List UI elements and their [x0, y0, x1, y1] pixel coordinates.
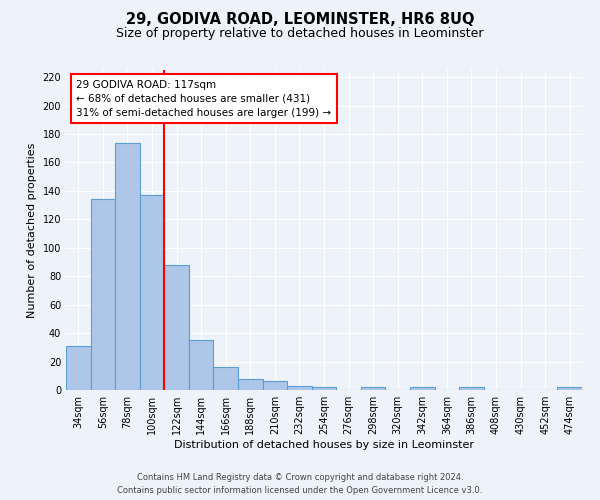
Bar [164, 265, 189, 390]
Text: Contains HM Land Registry data © Crown copyright and database right 2024.
Contai: Contains HM Land Registry data © Crown c… [118, 473, 482, 495]
Bar [263, 382, 287, 390]
Bar [214, 367, 238, 390]
Bar [459, 387, 484, 390]
Bar [115, 142, 140, 390]
Bar [361, 387, 385, 390]
Bar [557, 387, 582, 390]
Text: 29, GODIVA ROAD, LEOMINSTER, HR6 8UQ: 29, GODIVA ROAD, LEOMINSTER, HR6 8UQ [126, 12, 474, 28]
Bar [91, 200, 115, 390]
Bar [140, 195, 164, 390]
Text: 29 GODIVA ROAD: 117sqm
← 68% of detached houses are smaller (431)
31% of semi-de: 29 GODIVA ROAD: 117sqm ← 68% of detached… [76, 80, 331, 118]
Bar [287, 386, 312, 390]
Text: Size of property relative to detached houses in Leominster: Size of property relative to detached ho… [116, 28, 484, 40]
Bar [66, 346, 91, 390]
Y-axis label: Number of detached properties: Number of detached properties [27, 142, 37, 318]
Bar [189, 340, 214, 390]
Bar [410, 387, 434, 390]
Bar [312, 387, 336, 390]
X-axis label: Distribution of detached houses by size in Leominster: Distribution of detached houses by size … [174, 440, 474, 450]
Bar [238, 378, 263, 390]
